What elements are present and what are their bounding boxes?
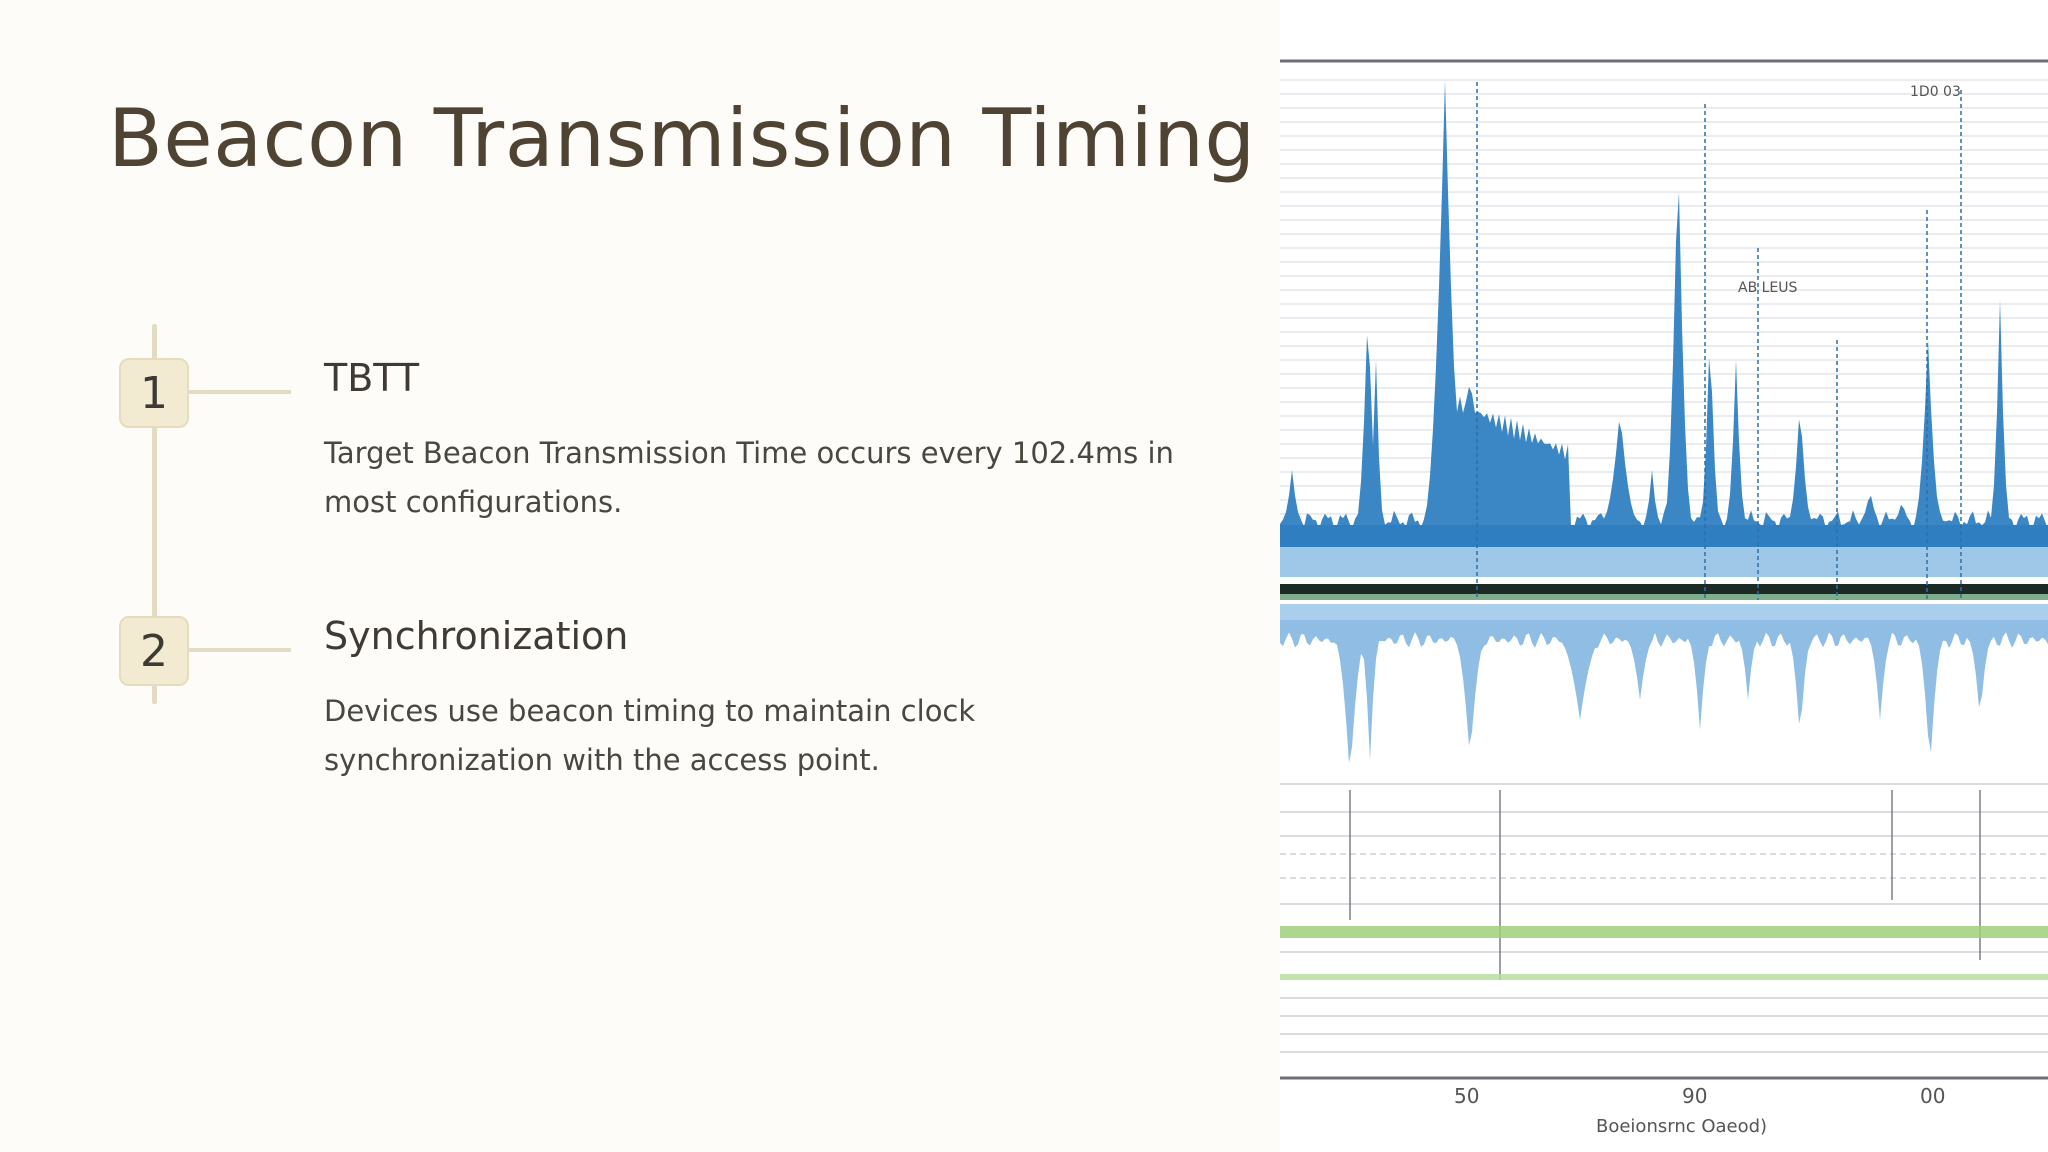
divider-dark-band bbox=[1280, 584, 2048, 594]
lower-baseline-light bbox=[1280, 604, 2048, 622]
event-rows bbox=[1280, 783, 2048, 1053]
grid-lines bbox=[1280, 79, 2048, 515]
lower-signal-waveform bbox=[1280, 620, 2048, 763]
figure-annotation: AB LEUS bbox=[1738, 280, 1798, 296]
figure-xlabel: Boeionsrnc Oaeod) bbox=[1596, 1116, 1767, 1137]
divider-green-band bbox=[1280, 594, 2048, 600]
step-heading: TBTT bbox=[324, 356, 420, 400]
slide-title: Beacon Transmission Timing bbox=[108, 92, 1256, 185]
tick-label: 00 bbox=[1920, 1084, 1945, 1108]
tick-label: 90 bbox=[1682, 1084, 1707, 1108]
step-description: Target Beacon Transmission Time occurs e… bbox=[324, 436, 1174, 519]
green-event-band-thin bbox=[1280, 974, 2048, 980]
upper-baseline-band bbox=[1280, 525, 2048, 547]
signal-waveform-figure: 1D0 03 AB LEUS 50 90 00 Boeionsrnc Oaeod… bbox=[1280, 0, 2048, 1152]
step-heading: Synchronization bbox=[324, 614, 629, 658]
green-event-band bbox=[1280, 926, 2048, 938]
waveform-image: 1D0 03 AB LEUS 50 90 00 Boeionsrnc Oaeod… bbox=[1280, 59, 2048, 1137]
step-connector bbox=[189, 390, 291, 394]
step-number-badge: 1 bbox=[119, 358, 189, 428]
figure-annotation: 1D0 03 bbox=[1910, 84, 1961, 100]
step-description: Devices use beacon timing to maintain cl… bbox=[324, 694, 976, 777]
upper-baseline-light bbox=[1280, 547, 2048, 577]
step-number-badge: 2 bbox=[119, 616, 189, 686]
tick-label: 50 bbox=[1454, 1084, 1479, 1108]
step-connector bbox=[189, 648, 291, 652]
upper-signal-waveform bbox=[1280, 80, 2048, 545]
spike-marker-lines bbox=[1476, 82, 1962, 600]
timeline-line bbox=[152, 324, 157, 704]
